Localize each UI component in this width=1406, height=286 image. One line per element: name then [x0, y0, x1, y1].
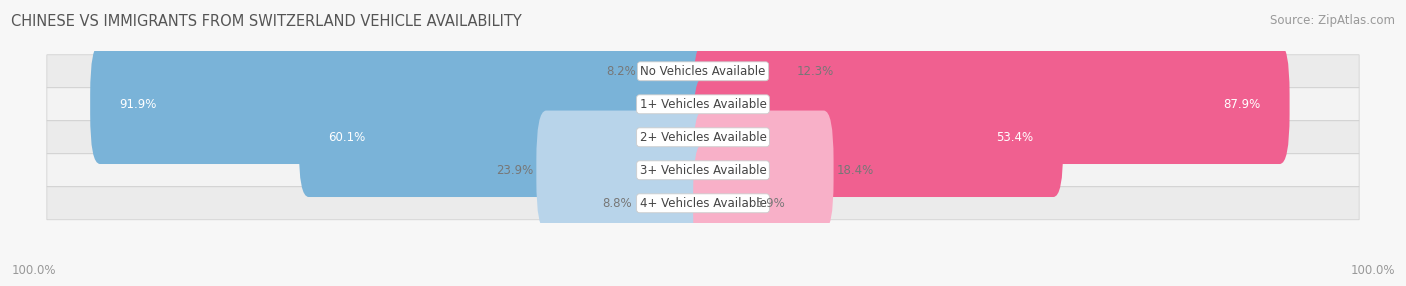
Text: 2+ Vehicles Available: 2+ Vehicles Available — [640, 131, 766, 144]
FancyBboxPatch shape — [693, 78, 1063, 197]
FancyBboxPatch shape — [299, 78, 713, 197]
FancyBboxPatch shape — [693, 144, 752, 263]
Text: Source: ZipAtlas.com: Source: ZipAtlas.com — [1270, 14, 1395, 27]
Text: 23.9%: 23.9% — [496, 164, 533, 177]
Text: 12.3%: 12.3% — [797, 65, 834, 78]
FancyBboxPatch shape — [536, 111, 713, 230]
Text: 5.9%: 5.9% — [755, 197, 785, 210]
Text: 1+ Vehicles Available: 1+ Vehicles Available — [640, 98, 766, 111]
Text: 60.1%: 60.1% — [329, 131, 366, 144]
FancyBboxPatch shape — [90, 45, 713, 164]
Text: 100.0%: 100.0% — [1350, 265, 1395, 277]
FancyBboxPatch shape — [693, 111, 834, 230]
Text: 87.9%: 87.9% — [1223, 98, 1260, 111]
FancyBboxPatch shape — [693, 45, 1289, 164]
Text: No Vehicles Available: No Vehicles Available — [640, 65, 766, 78]
Text: 4+ Vehicles Available: 4+ Vehicles Available — [640, 197, 766, 210]
FancyBboxPatch shape — [46, 88, 1360, 121]
FancyBboxPatch shape — [640, 11, 713, 131]
Text: 91.9%: 91.9% — [120, 98, 157, 111]
Text: 3+ Vehicles Available: 3+ Vehicles Available — [640, 164, 766, 177]
Text: 100.0%: 100.0% — [11, 265, 56, 277]
Text: 8.2%: 8.2% — [606, 65, 636, 78]
Text: 53.4%: 53.4% — [997, 131, 1033, 144]
Text: CHINESE VS IMMIGRANTS FROM SWITZERLAND VEHICLE AVAILABILITY: CHINESE VS IMMIGRANTS FROM SWITZERLAND V… — [11, 14, 522, 29]
FancyBboxPatch shape — [636, 144, 713, 263]
Text: 18.4%: 18.4% — [837, 164, 875, 177]
FancyBboxPatch shape — [46, 55, 1360, 88]
FancyBboxPatch shape — [46, 187, 1360, 220]
FancyBboxPatch shape — [46, 121, 1360, 154]
FancyBboxPatch shape — [693, 11, 793, 131]
FancyBboxPatch shape — [46, 154, 1360, 187]
Text: 8.8%: 8.8% — [603, 197, 633, 210]
